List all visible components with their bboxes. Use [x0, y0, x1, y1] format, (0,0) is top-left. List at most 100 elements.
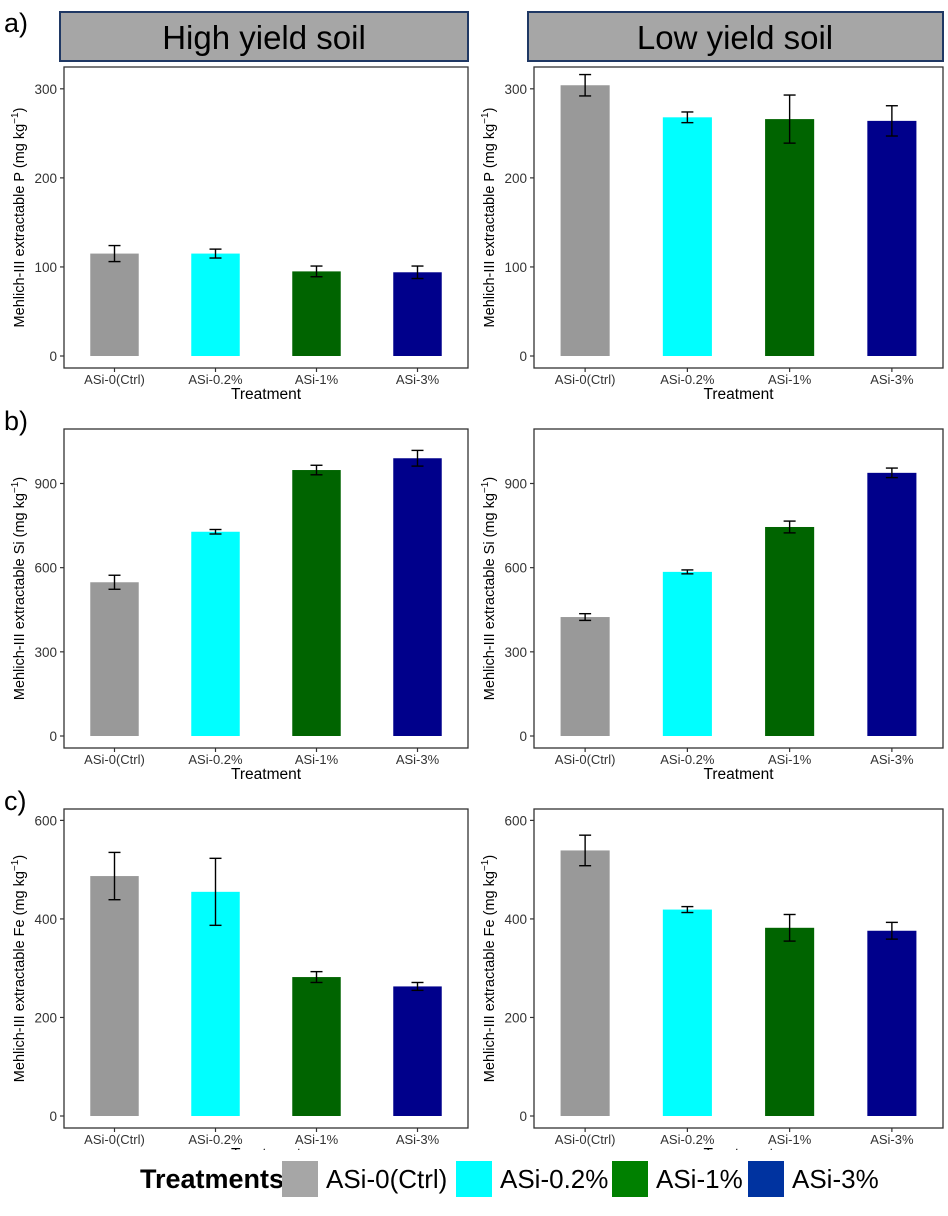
- y-axis-title-superscript: −1: [480, 859, 491, 871]
- y-tick-label-b-high-3: 900: [34, 477, 57, 492]
- x-tick-label-b-high-2: ASi-1%: [295, 752, 339, 767]
- legend-item-0-2: ASi-0.2%: [456, 1161, 608, 1197]
- y-tick-label-a-high-1: 100: [34, 260, 57, 275]
- x-tick-label-c-high-0: ASi-0(Ctrl): [84, 1132, 145, 1147]
- y-axis-title-text: Mehlich-III extractable P (mg kg: [12, 124, 28, 328]
- y-axis-title-a-low: Mehlich-III extractable P (mg kg−1): [480, 108, 498, 328]
- legend-swatch-0-2: [456, 1161, 492, 1197]
- y-tick-label-a-high-2: 200: [34, 171, 57, 186]
- x-tick-label-b-high-1: ASi-0.2%: [188, 752, 243, 767]
- bar-b-high-0: [90, 582, 139, 736]
- x-tick-label-a-high-2: ASi-1%: [295, 372, 339, 387]
- y-tick-label-b-high-1: 300: [34, 645, 57, 660]
- y-tick-label-a-low-0: 0: [519, 349, 527, 364]
- x-axis-title-b-low: Treatment: [703, 766, 774, 783]
- y-axis-title-c-high: Mehlich-III extractable Fe (mg kg−1): [10, 855, 28, 1082]
- row-label-b: b): [4, 406, 28, 436]
- y-axis-title-c-low: Mehlich-III extractable Fe (mg kg−1): [480, 855, 498, 1082]
- bar-c-high-3: [393, 986, 442, 1116]
- bar-b-low-0: [560, 617, 610, 736]
- bar-b-low-3: [867, 472, 917, 736]
- bar-c-high-2: [292, 977, 341, 1116]
- bar-a-high-2: [292, 271, 341, 356]
- y-tick-label-c-high-1: 200: [34, 1010, 57, 1025]
- y-tick-label-c-low-3: 600: [504, 813, 527, 828]
- y-axis-title-close: ): [12, 477, 28, 482]
- x-tick-label-b-low-2: ASi-1%: [768, 752, 812, 767]
- legend-label-0-2: ASi-0.2%: [500, 1163, 609, 1194]
- y-tick-label-a-high-0: 0: [49, 349, 57, 364]
- y-axis-title-close: ): [482, 855, 498, 860]
- y-axis-title-superscript: −1: [10, 481, 21, 493]
- panels: 0 100 200 300 ASi-0(Ctrl) ASi-0.2% ASi-1% ASi-3…: [10, 66, 944, 1150]
- strip-high-yield: High yield soil: [59, 11, 469, 62]
- x-tick-label-b-low-0: ASi-0(Ctrl): [555, 752, 616, 767]
- y-axis-title-close: ): [12, 855, 28, 860]
- y-tick-label-b-high-2: 600: [34, 561, 57, 576]
- strip-low-yield-label: Low yield soil: [637, 19, 833, 56]
- x-tick-label-c-high-2: ASi-1%: [295, 1132, 339, 1147]
- y-axis-title-text: Mehlich-III extractable Si (mg kg: [12, 493, 28, 700]
- legend-item-3: ASi-3%: [748, 1161, 879, 1197]
- y-tick-label-b-low-3: 900: [504, 477, 527, 492]
- bar-a-high-3: [393, 272, 442, 356]
- x-tick-label-a-high-0: ASi-0(Ctrl): [84, 372, 145, 387]
- legend-swatch-3: [748, 1161, 784, 1197]
- x-tick-label-a-low-1: ASi-0.2%: [660, 372, 715, 387]
- y-axis-title-superscript: −1: [10, 112, 21, 124]
- y-axis-title-close: ): [482, 108, 498, 113]
- legend-swatch-ctrl: [282, 1161, 318, 1197]
- legend-label-ctrl: ASi-0(Ctrl): [326, 1163, 448, 1194]
- bar-a-low-2: [765, 119, 815, 356]
- legend: Treatments ASi-0(Ctrl) ASi-0.2% ASi-1% A…: [0, 1150, 948, 1216]
- x-tick-label-b-low-1: ASi-0.2%: [660, 752, 715, 767]
- y-axis-title-text: Mehlich-III extractable Fe (mg kg: [482, 871, 498, 1082]
- x-tick-label-a-low-0: ASi-0(Ctrl): [555, 372, 616, 387]
- figure-canvas: High yield soil Low yield soil a) b) c) …: [4, 8, 944, 1150]
- x-tick-label-b-high-0: ASi-0(Ctrl): [84, 752, 145, 767]
- bar-c-low-1: [662, 909, 712, 1116]
- bar-a-low-3: [867, 120, 917, 356]
- bar-c-low-3: [867, 930, 917, 1116]
- y-axis-title-superscript: −1: [480, 112, 491, 124]
- bar-b-high-2: [292, 470, 341, 736]
- x-tick-label-c-low-3: ASi-3%: [870, 1132, 914, 1147]
- y-axis-title-superscript: −1: [10, 859, 21, 871]
- x-axis-title-c-low: Treatment: [703, 1146, 774, 1150]
- x-tick-label-b-low-3: ASi-3%: [870, 752, 914, 767]
- bar-b-low-1: [662, 571, 712, 736]
- y-tick-label-b-low-0: 0: [519, 729, 527, 744]
- y-axis-title-text: Mehlich-III extractable Si (mg kg: [482, 493, 498, 700]
- y-axis-title-close: ): [12, 108, 28, 113]
- row-label-a: a): [4, 8, 28, 38]
- strip-low-yield: Low yield soil: [527, 11, 944, 62]
- y-tick-label-c-low-2: 400: [504, 912, 527, 927]
- x-tick-label-a-high-3: ASi-3%: [396, 372, 440, 387]
- x-tick-label-b-high-3: ASi-3%: [396, 752, 440, 767]
- legend-label-3: ASi-3%: [792, 1163, 879, 1194]
- y-tick-label-a-high-3: 300: [34, 82, 57, 97]
- panel-b-low: 0 300 600 900 ASi-0(Ctrl) ASi-0.2% ASi-1% ASi-3…: [480, 428, 944, 783]
- bar-a-high-0: [90, 253, 139, 356]
- y-tick-label-a-low-2: 200: [504, 171, 527, 186]
- panel-a-high: 0 100 200 300 ASi-0(Ctrl) ASi-0.2% ASi-1% ASi-3…: [10, 66, 469, 403]
- bar-b-high-3: [393, 458, 442, 736]
- legend-label-1: ASi-1%: [656, 1163, 743, 1194]
- x-tick-label-a-low-3: ASi-3%: [870, 372, 914, 387]
- panel-a-low: 0 100 200 300 ASi-0(Ctrl) ASi-0.2% ASi-1% ASi-3…: [480, 66, 944, 403]
- x-tick-label-a-high-1: ASi-0.2%: [188, 372, 243, 387]
- panel-c-high: 0 200 400 600 ASi-0(Ctrl) ASi-0.2% ASi-1% ASi-3…: [10, 808, 469, 1150]
- y-axis-title-b-high: Mehlich-III extractable Si (mg kg−1): [10, 477, 28, 700]
- bar-c-high-0: [90, 876, 139, 1116]
- x-tick-label-c-low-1: ASi-0.2%: [660, 1132, 715, 1147]
- panel-c-low: 0 200 400 600 ASi-0(Ctrl) ASi-0.2% ASi-1% ASi-3…: [480, 808, 944, 1150]
- x-axis-title-a-high: Treatment: [231, 386, 302, 403]
- x-tick-label-c-low-0: ASi-0(Ctrl): [555, 1132, 616, 1147]
- bar-a-low-0: [560, 85, 610, 356]
- panel-b-high: 0 300 600 900 ASi-0(Ctrl) ASi-0.2% ASi-1% ASi-3…: [10, 428, 469, 783]
- legend-item-1: ASi-1%: [612, 1161, 743, 1197]
- y-axis-title-a-high: Mehlich-III extractable P (mg kg−1): [10, 108, 28, 328]
- y-tick-label-b-low-2: 600: [504, 561, 527, 576]
- y-axis-title-superscript: −1: [480, 481, 491, 493]
- bar-c-high-1: [191, 891, 240, 1116]
